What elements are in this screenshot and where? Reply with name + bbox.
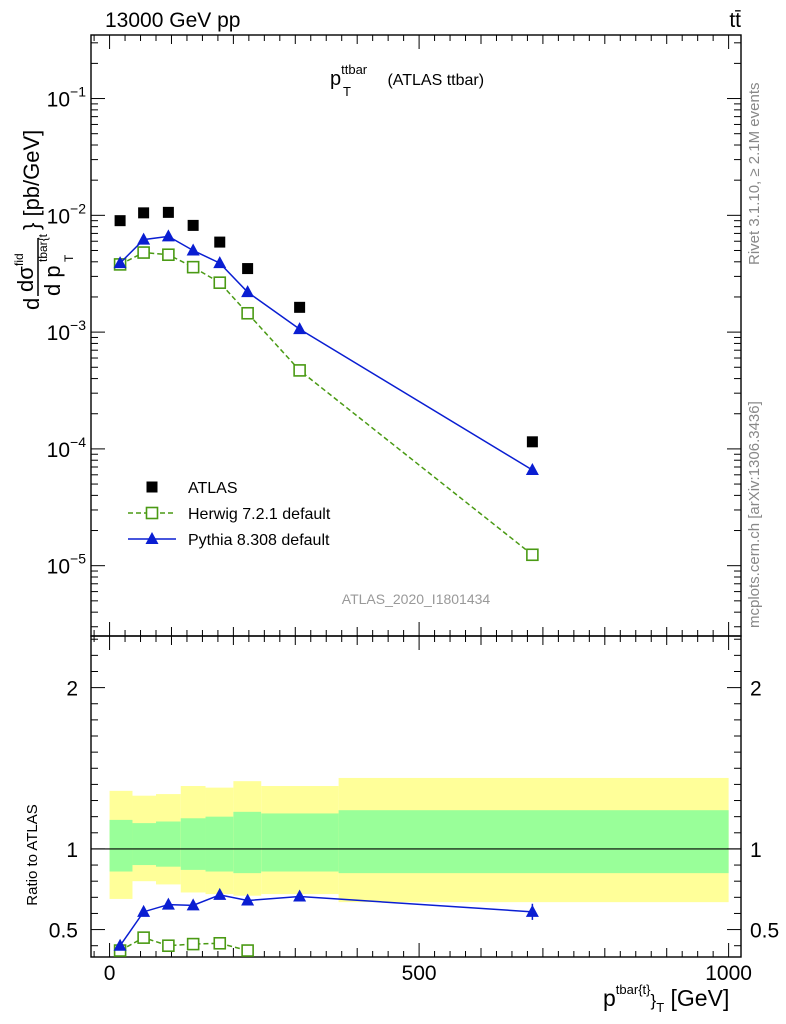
analysis-watermark: ATLAS_2020_I1801434 <box>342 591 491 607</box>
main-atlas-point <box>294 301 306 313</box>
plot-title-sub: T <box>343 84 351 99</box>
main-herwig-7-2-1-default-point <box>526 548 539 562</box>
y-tick-label: 10−2 <box>47 200 87 228</box>
uncertainty-band-inner <box>109 819 133 872</box>
main-pythia-8-308-default-point <box>525 462 539 475</box>
main-pythia-8-308-default-point <box>186 243 200 256</box>
ratio-plot-frame <box>90 635 742 958</box>
main-atlas-point <box>162 206 174 218</box>
main-atlas-point <box>138 207 150 219</box>
legend-marker <box>145 532 159 544</box>
ratio-pythia-8-308-default-point <box>293 889 307 902</box>
legend-marker <box>146 481 158 493</box>
ratio-pythia-8-308-default-point <box>241 893 255 906</box>
svg-text:dσ: dσ <box>13 266 38 292</box>
main-pythia-8-308-default-point <box>113 256 127 269</box>
ratio-herwig-7-2-1-default-point <box>186 937 200 951</box>
ratio-herwig-7-2-1-default-point <box>162 939 175 953</box>
main-pythia-8-308-default-point <box>161 229 175 242</box>
main-pythia-8-308-default-point <box>137 232 151 245</box>
rivet-version-label: Rivet 3.1.10, ≥ 2.1M events <box>746 83 763 266</box>
uncertainty-band-inner <box>261 813 339 872</box>
uncertainty-band-inner <box>338 810 729 874</box>
main-pythia-8-308-default-line <box>119 235 533 471</box>
x-axis-label-main: p <box>603 985 616 1011</box>
uncertainty-band-inner <box>205 816 234 872</box>
main-herwig-7-2-1-default-point <box>186 260 200 274</box>
ratio-y-tick-label: 0.5 <box>49 920 78 943</box>
plot-title-suffix: (ATLAS ttbar) <box>383 72 484 89</box>
ratio-y-tick-label: 1 <box>66 839 78 862</box>
mcplots-label: mcplots.cern.ch [arXiv:1306.3436] <box>746 401 763 628</box>
uncertainty-band-inner <box>233 811 262 874</box>
uncertainty-band-inner <box>180 818 206 870</box>
x-axis-label-brace: } <box>651 991 657 1010</box>
main-atlas-point <box>114 215 126 227</box>
x-tick-label: 0 <box>104 962 116 985</box>
main-atlas-point <box>214 236 226 248</box>
plot-title-main: p <box>330 68 341 90</box>
main-y-axis-label: d dσ fid d p tbar{t T } [pb/GeV] <box>12 130 76 310</box>
main-herwig-7-2-1-default-point <box>137 246 150 259</box>
main-herwig-7-2-1-default-point <box>162 248 175 262</box>
y-tick-label: 10−4 <box>47 434 87 462</box>
ratio-herwig-7-2-1-default-point <box>137 931 150 944</box>
x-axis-label-suffix: [GeV] <box>664 985 729 1011</box>
ratio-pythia-8-308-default-point <box>186 898 200 911</box>
x-axis-label-sub: T <box>656 1000 664 1015</box>
x-tick-label: 500 <box>402 962 437 985</box>
main-pythia-8-308-default-point <box>293 322 307 335</box>
ratio-y-tick-label-right: 0.5 <box>750 920 779 943</box>
ratio-herwig-7-2-1-default-point <box>213 936 227 950</box>
svg-text:} [pb/GeV]: } [pb/GeV] <box>19 130 44 230</box>
ratio-y-tick-label-right: 2 <box>750 678 762 701</box>
ratio-pythia-8-308-default-line <box>119 894 533 947</box>
y-tick-label: 10−3 <box>47 317 87 345</box>
svg-text:tbar{t: tbar{t <box>36 233 50 262</box>
plot-title-sup: ttbar <box>341 62 368 77</box>
main-atlas-point <box>526 436 538 448</box>
main-herwig-7-2-1-default-point <box>241 306 254 320</box>
main-panel: 10−1 10−2 10−3 10−4 10−5 ATLAS Herwig 7.2.1 de… <box>47 34 742 637</box>
energy-label: 13000 GeV pp <box>105 9 240 32</box>
ratio-pythia-8-308-default-point <box>213 887 227 900</box>
legend-label: Herwig 7.2.1 default <box>188 506 331 523</box>
svg-text:T: T <box>62 254 76 262</box>
svg-text:d p: d p <box>40 265 65 296</box>
ratio-pythia-8-308-default-point <box>161 897 175 910</box>
svg-text:d: d <box>19 298 44 310</box>
main-herwig-7-2-1-default-point <box>213 276 227 289</box>
ratio-herwig-7-2-1-default-line <box>119 936 248 952</box>
main-atlas-point <box>187 219 199 231</box>
ratio-pythia-8-308-default-point <box>525 904 539 917</box>
plot-title: pttbar T (ATLAS ttbar) <box>330 62 484 99</box>
uncertainty-band-inner <box>132 823 156 866</box>
x-axis-label: ptbar{t}}T [GeV] <box>603 982 729 1015</box>
ratio-panel: 0 500 1000 0.5 0.5 1 1 2 2 <box>49 35 779 985</box>
uncertainty-band-inner <box>156 821 181 867</box>
process-label: tt̄ <box>729 9 741 32</box>
x-axis-label-sup: tbar{t} <box>616 982 651 997</box>
ratio-y-axis-label: Ratio to ATLAS <box>24 804 41 905</box>
y-tick-label: 10−5 <box>47 551 87 579</box>
y-tick-label: 10−1 <box>47 84 87 112</box>
ratio-y-tick-label: 2 <box>66 678 78 701</box>
main-herwig-7-2-1-default-point <box>293 364 306 377</box>
svg-text:fid: fid <box>12 253 26 266</box>
main-pythia-8-308-default-point <box>213 256 227 269</box>
legend-label: ATLAS <box>188 480 238 497</box>
ratio-y-tick-label-right: 1 <box>750 839 762 862</box>
main-pythia-8-308-default-point <box>241 285 255 298</box>
main-atlas-point <box>242 263 254 275</box>
ratio-herwig-7-2-1-default-point <box>241 944 254 957</box>
x-tick-label: 1000 <box>705 962 752 985</box>
legend-label: Pythia 8.308 default <box>188 532 330 549</box>
legend-marker <box>145 506 159 520</box>
ratio-pythia-8-308-default-point <box>113 938 127 951</box>
ratio-pythia-8-308-default-point <box>137 904 151 917</box>
